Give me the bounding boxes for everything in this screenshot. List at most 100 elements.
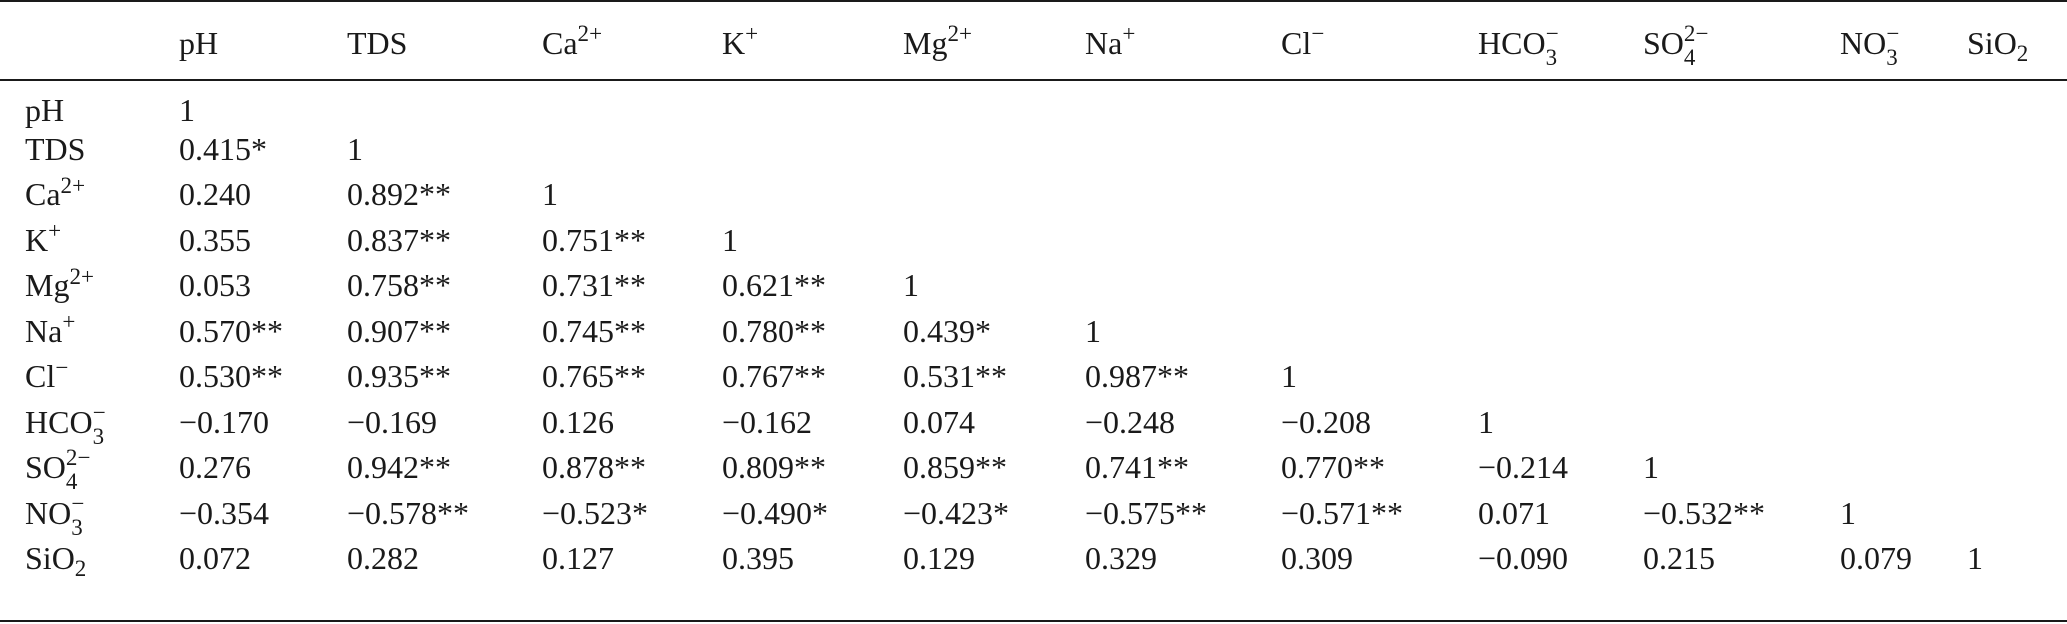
table-cell	[1967, 217, 2067, 263]
table-cell: 0.907**	[347, 308, 542, 354]
table-cell	[1643, 80, 1840, 126]
cell-value: −0.162	[722, 403, 813, 440]
cell-value: 0.741**	[1085, 449, 1189, 486]
table-cell: 0.329	[1085, 536, 1281, 582]
cell-value: 0.072	[179, 540, 251, 577]
cell-value: −0.490*	[722, 494, 829, 531]
column-header: Ca2+	[542, 0, 722, 80]
row-header-cell: SiO2	[0, 536, 179, 582]
table-cell	[1085, 172, 1281, 218]
cell-value: 0.767**	[722, 358, 826, 395]
table-cell	[1085, 126, 1281, 172]
table-cell: −0.523*	[542, 490, 722, 536]
cell-value: 0.837**	[347, 221, 451, 258]
table-cell: −0.423*	[903, 490, 1085, 536]
table-cell: 1	[1085, 308, 1281, 354]
table-cell: −0.490*	[722, 490, 903, 536]
header-corner-cell	[0, 0, 179, 80]
table-cell	[722, 126, 903, 172]
row-label: NO −3	[25, 489, 85, 540]
cell-value: 0.745**	[542, 312, 646, 349]
cell-value: 1	[179, 92, 195, 128]
table-cell	[903, 217, 1085, 263]
table-row: K+ 0.355 0.837** 0.751** 1	[0, 217, 2067, 263]
table-cell	[1478, 354, 1643, 400]
cell-value: 0.942**	[347, 449, 451, 486]
table-cell	[1478, 172, 1643, 218]
cell-value: 0.053	[179, 267, 251, 304]
table-cell: 0.071	[1478, 490, 1643, 536]
cell-value: 0.751**	[542, 221, 646, 258]
cell-value: −0.248	[1085, 403, 1176, 440]
cell-value: 0.071	[1478, 494, 1550, 531]
table-cell	[1840, 354, 1967, 400]
table-cell	[1643, 308, 1840, 354]
cell-value: −0.169	[347, 403, 438, 440]
cell-value: 0.809**	[722, 449, 826, 486]
column-header: K+	[722, 0, 903, 80]
table-cell: 1	[1840, 490, 1967, 536]
table-cell	[1840, 217, 1967, 263]
cell-value: 1	[1967, 540, 1983, 577]
table-cell: 0.570**	[179, 308, 347, 354]
table-cell: 0.079	[1840, 536, 1967, 582]
cell-value: 0.276	[179, 449, 251, 486]
cell-value: 0.859**	[903, 449, 1007, 486]
table-cell: 0.942**	[347, 445, 542, 491]
table-cell	[1967, 308, 2067, 354]
cell-value: 0.079	[1840, 540, 1912, 577]
table-cell: 0.530**	[179, 354, 347, 400]
table-cell	[903, 126, 1085, 172]
cell-value: 1	[1643, 449, 1659, 486]
correlation-matrix-table: pH TDS Ca2+ K+ Mg2+ Na+ Cl− HCO −3 SO 2− 4 NO −3 SiO2 …	[0, 0, 2067, 582]
table-cell	[542, 80, 722, 126]
row-header-cell: NO −3	[0, 489, 179, 540]
table-cell: 0.621**	[722, 263, 903, 309]
table-cell: 1	[542, 172, 722, 218]
table-cell: −0.214	[1478, 445, 1643, 491]
row-label: pH	[25, 92, 65, 128]
cell-value: 0.126	[542, 403, 614, 440]
cell-value: 0.395	[722, 540, 794, 577]
cell-value: −0.532**	[1643, 494, 1766, 531]
table-cell: 0.276	[179, 445, 347, 491]
table-cell	[1643, 126, 1840, 172]
cell-value: 1	[722, 221, 738, 258]
header-row: pH TDS Ca2+ K+ Mg2+ Na+ Cl− HCO −3 SO 2− 4 NO −3 SiO2	[0, 0, 2067, 80]
cell-value: −0.090	[1478, 540, 1569, 577]
column-header-label: Cl−	[1281, 20, 1325, 61]
table-cell: 0.129	[903, 536, 1085, 582]
table-cell: −0.532**	[1643, 490, 1840, 536]
column-header: pH	[179, 0, 347, 80]
table-cell	[1967, 172, 2067, 218]
column-header-label: Ca2+	[542, 20, 603, 61]
column-header-label: K+	[722, 20, 759, 61]
table-cell	[1967, 399, 2067, 445]
cell-value: −0.575**	[1085, 494, 1208, 531]
table-row: Cl− 0.530** 0.935** 0.765** 0.767** 0.531** 0.…	[0, 354, 2067, 400]
table-cell	[1643, 217, 1840, 263]
table-cell: 0.770**	[1281, 445, 1478, 491]
cell-value: −0.523*	[542, 494, 649, 531]
row-label: SiO2	[25, 540, 87, 582]
row-header-cell: TDS	[0, 126, 179, 172]
table-cell: 0.282	[347, 536, 542, 582]
table-cell: −0.208	[1281, 399, 1478, 445]
table-cell: 1	[903, 263, 1085, 309]
cell-value: 0.892**	[347, 176, 451, 213]
cell-value: 0.935**	[347, 358, 451, 395]
table-cell	[1643, 263, 1840, 309]
table-cell	[1840, 172, 1967, 218]
table-cell: 0.859**	[903, 445, 1085, 491]
table-cell	[347, 80, 542, 126]
table-cell	[1281, 217, 1478, 263]
row-label: HCO −3	[25, 398, 106, 449]
table-cell	[1281, 308, 1478, 354]
table-cell	[903, 80, 1085, 126]
cell-value: 0.329	[1085, 540, 1157, 577]
table-cell: 1	[1967, 536, 2067, 582]
column-header: NO −3	[1840, 0, 1967, 80]
table-cell: 1	[1643, 445, 1840, 491]
table-cell: 0.053	[179, 263, 347, 309]
table-cell	[1085, 217, 1281, 263]
